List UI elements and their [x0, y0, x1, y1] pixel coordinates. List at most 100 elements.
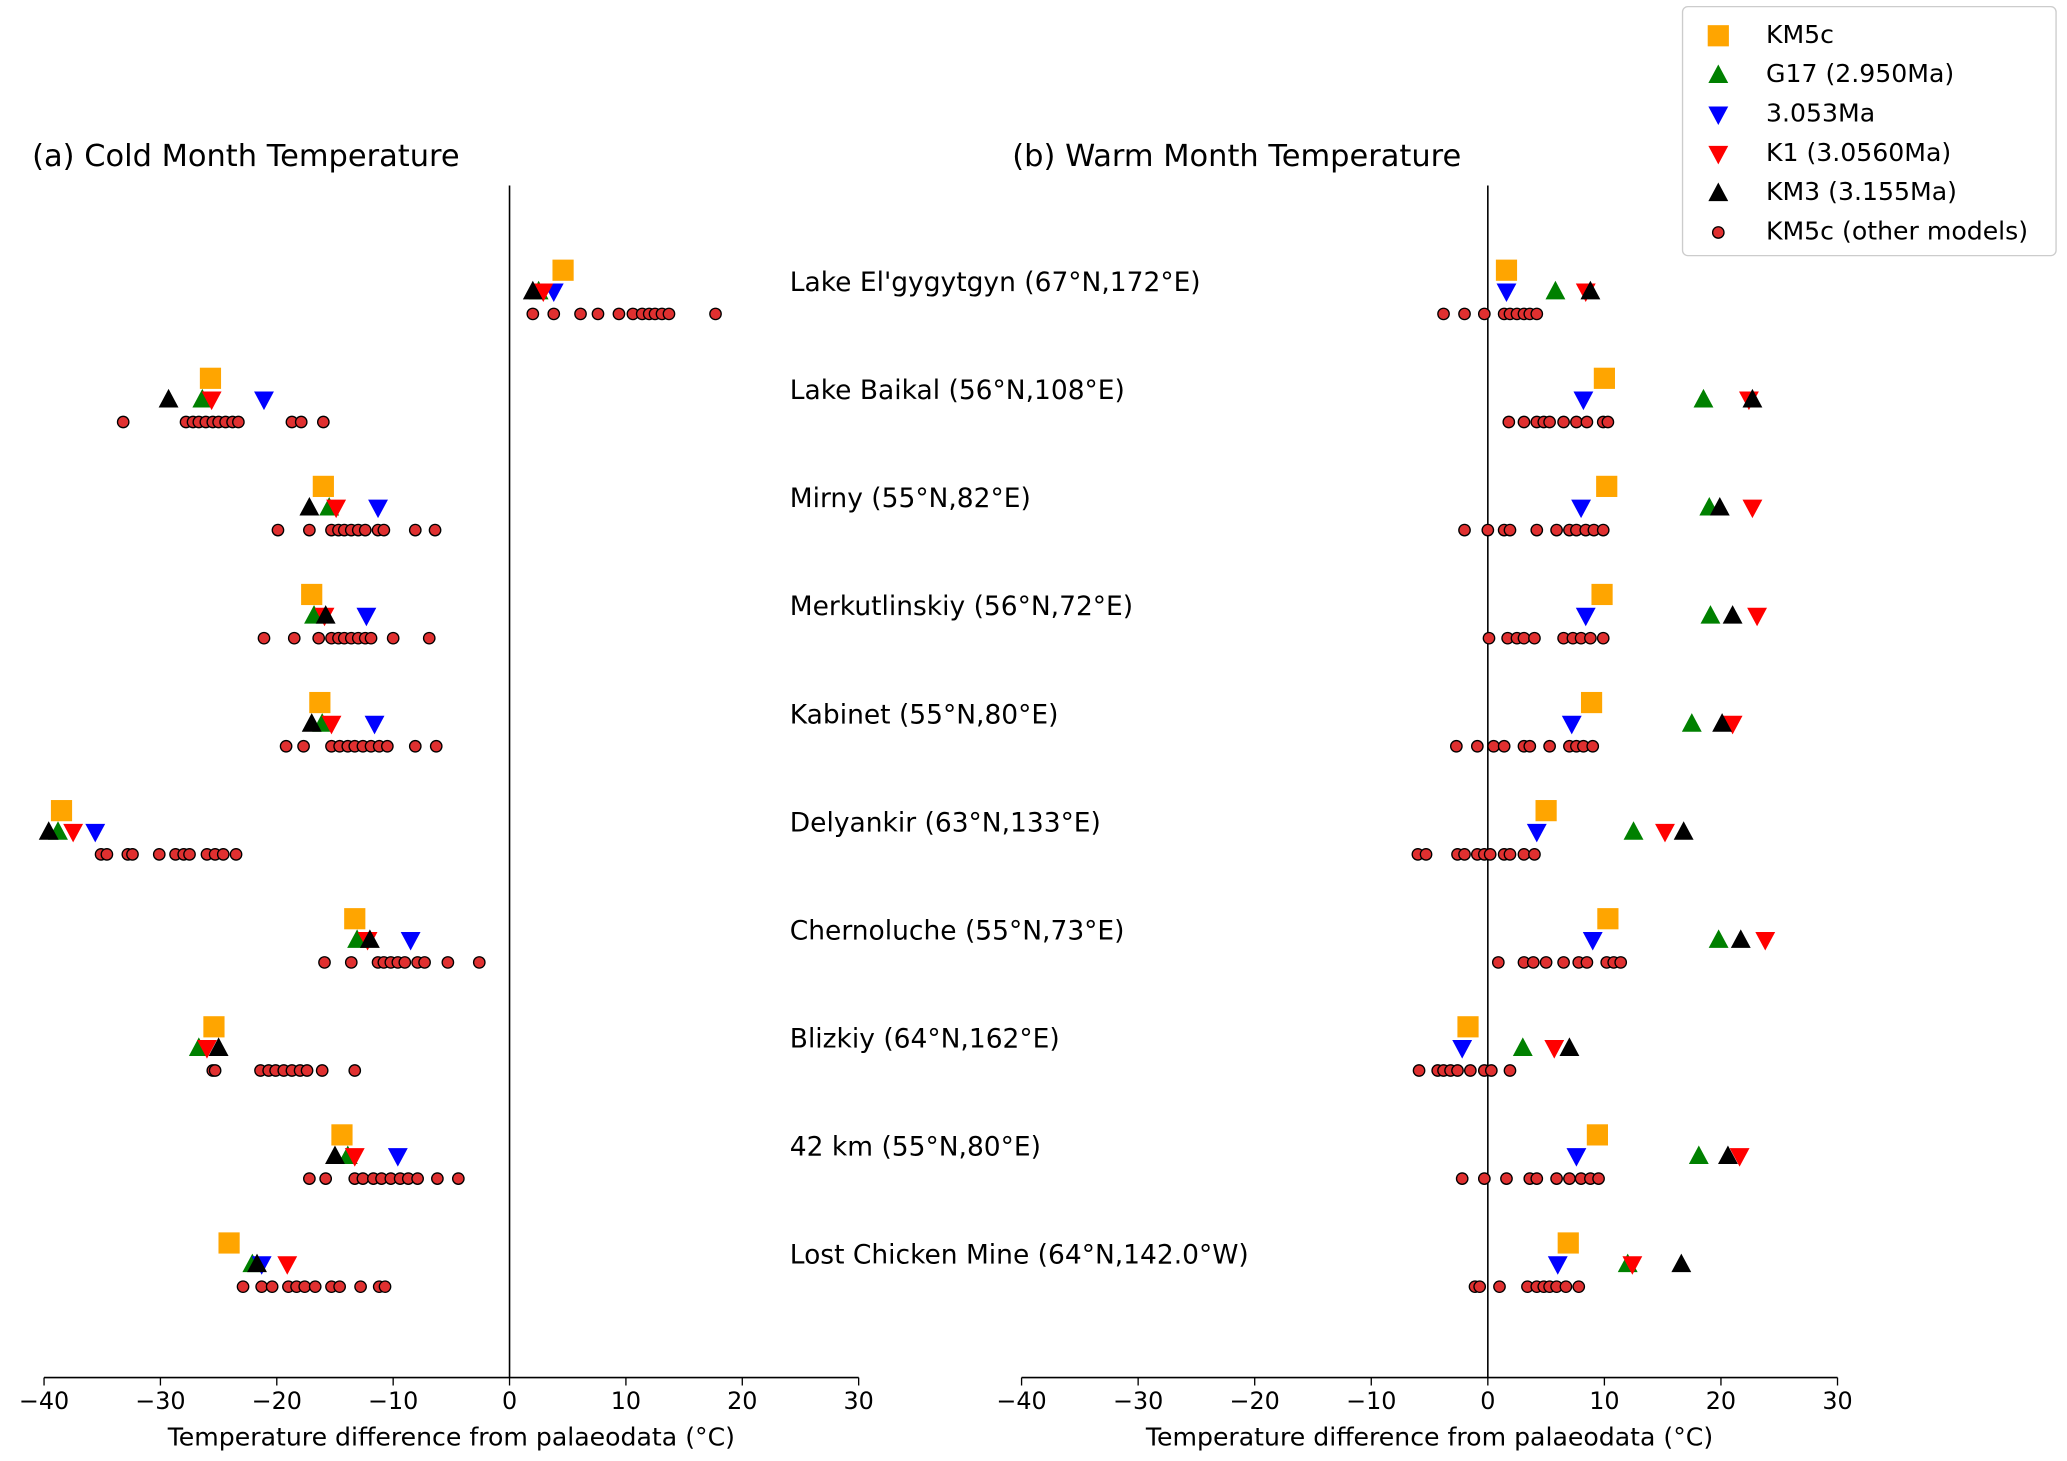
legend-label: 3.053Ma — [1766, 98, 1875, 127]
model-dot — [1526, 956, 1540, 969]
data-marker — [1591, 583, 1613, 606]
model-dot — [1458, 847, 1471, 861]
model-dot — [208, 1064, 222, 1077]
data-marker — [254, 391, 274, 411]
legend-label: G17 (2.950Ma) — [1766, 59, 1954, 88]
data-marker — [400, 931, 421, 951]
model-dot — [183, 847, 196, 861]
model-dot — [116, 415, 130, 429]
model-dot — [662, 307, 676, 321]
x-tick-label: 20 — [1706, 1387, 1736, 1415]
data-marker — [344, 1148, 365, 1167]
legend-marker — [1708, 145, 1729, 165]
model-dot — [1487, 739, 1501, 753]
data-marker — [158, 388, 179, 408]
model-dot — [418, 956, 431, 969]
legend-label: KM3 (3.155Ma) — [1766, 177, 1957, 206]
model-dot — [1557, 415, 1570, 429]
model-dot — [1470, 739, 1484, 753]
model-dot — [1601, 415, 1615, 429]
model-dot — [271, 523, 285, 537]
model-dot — [1530, 523, 1544, 537]
model-dot — [1503, 523, 1517, 537]
model-dot — [297, 739, 310, 753]
model-dot — [255, 1280, 269, 1294]
data-marker — [1495, 259, 1518, 281]
model-dot — [1517, 415, 1531, 429]
data-marker — [1712, 713, 1733, 732]
model-dot — [1473, 1280, 1487, 1294]
data-marker — [1575, 607, 1596, 627]
model-dot — [1550, 523, 1563, 537]
model-dot — [318, 956, 331, 969]
data-marker — [552, 259, 574, 281]
data-marker — [331, 1124, 353, 1146]
model-dot — [1559, 1280, 1573, 1294]
data-marker — [325, 1145, 345, 1165]
model-dot — [1458, 307, 1471, 321]
model-dot — [1543, 739, 1556, 753]
data-marker — [1457, 1016, 1479, 1038]
x-tick-label: −10 — [368, 1387, 418, 1415]
model-dot — [1584, 631, 1597, 645]
model-dot — [316, 415, 330, 429]
x-tick-label: 20 — [727, 1387, 757, 1415]
model-dot — [1572, 1280, 1586, 1294]
model-dot — [451, 1172, 465, 1185]
model-dot — [380, 739, 394, 753]
data-marker — [1709, 496, 1730, 516]
model-dot — [358, 523, 372, 537]
model-dot — [308, 1280, 322, 1294]
data-marker — [1596, 475, 1618, 497]
model-dot — [1586, 739, 1600, 753]
model-dot — [1458, 523, 1471, 537]
model-dot — [287, 631, 301, 645]
model-dot — [1419, 847, 1433, 861]
model-dot — [364, 631, 378, 645]
site-label: 42 km (55°N,80°E) — [790, 1132, 1041, 1163]
model-dot — [216, 847, 230, 861]
model-dot — [236, 1280, 250, 1294]
data-marker — [1622, 1256, 1643, 1275]
model-dot — [1563, 1172, 1576, 1185]
model-dot — [1449, 739, 1463, 753]
model-dot — [1481, 523, 1495, 537]
model-dot — [1503, 1064, 1517, 1077]
model-dot — [1412, 1064, 1426, 1077]
data-marker — [312, 475, 334, 497]
model-dot — [348, 1064, 362, 1077]
model-dot — [1543, 415, 1556, 429]
data-marker — [1700, 605, 1721, 624]
model-dot — [294, 415, 308, 429]
model-dot — [1596, 631, 1610, 645]
data-marker — [38, 821, 59, 840]
panel-title: (a) Cold Month Temperature — [32, 139, 460, 174]
legend-marker — [1708, 106, 1729, 126]
data-marker — [533, 283, 554, 303]
model-dot — [1437, 307, 1450, 321]
model-dot — [441, 956, 455, 969]
model-dot — [1614, 956, 1628, 969]
x-tick-label: −30 — [135, 1387, 185, 1415]
data-marker — [277, 1256, 298, 1275]
data-marker — [344, 908, 366, 930]
model-dot — [279, 739, 293, 753]
model-dot — [1596, 523, 1610, 537]
model-dot — [229, 847, 243, 861]
data-marker — [208, 1037, 229, 1056]
model-dot — [100, 847, 114, 861]
data-marker — [326, 499, 347, 519]
model-dot — [303, 1172, 316, 1185]
model-dot — [1580, 956, 1594, 969]
model-dot — [1557, 956, 1570, 969]
model-dot — [429, 739, 443, 753]
model-dot — [1530, 1172, 1544, 1185]
x-axis-label: Temperature difference from palaeodata (… — [167, 1422, 735, 1451]
site-label: Mirny (55°N,82°E) — [790, 483, 1031, 514]
x-tick-label: −40 — [996, 1387, 1046, 1415]
site-label: Lake Baikal (56°N,108°E) — [790, 375, 1125, 406]
model-dot — [574, 307, 587, 321]
data-marker — [1597, 908, 1619, 930]
model-dot — [1500, 1172, 1513, 1185]
